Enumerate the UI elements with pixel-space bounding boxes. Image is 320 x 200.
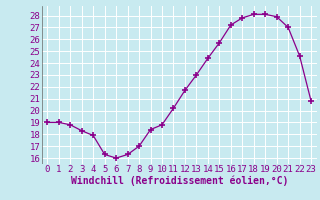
X-axis label: Windchill (Refroidissement éolien,°C): Windchill (Refroidissement éolien,°C) xyxy=(70,176,288,186)
